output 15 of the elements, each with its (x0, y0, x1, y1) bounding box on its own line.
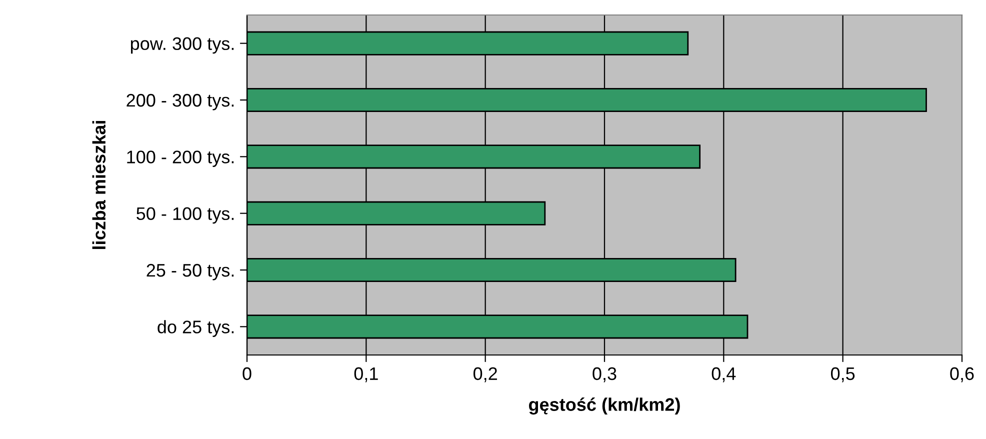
x-tick-label: 0,6 (950, 367, 974, 382)
y-axis-title: liczba mieszkai (92, 121, 106, 249)
x-tick-label: 0,3 (592, 367, 616, 382)
y-tick-label: 100 - 200 tys. (127, 150, 234, 167)
y-tick-label: pow. 300 tys. (130, 37, 234, 54)
x-tick-label: 0,1 (354, 367, 378, 382)
y-tick-label: 25 - 50 tys. (146, 264, 234, 280)
y-tick-label: 200 - 300 tys. (126, 94, 234, 110)
x-tick-label: 0,2 (473, 367, 497, 382)
x-tick-label: 0 (242, 367, 252, 380)
y-tick-label: do 25 tys. (158, 320, 234, 337)
x-tick-label: 0,5 (830, 367, 855, 382)
y-tick-label: 50 - 100 tys. (136, 207, 234, 224)
x-axis-title: gęstość (km/km2) (528, 398, 680, 415)
x-tick-label: 0,4 (712, 367, 736, 382)
